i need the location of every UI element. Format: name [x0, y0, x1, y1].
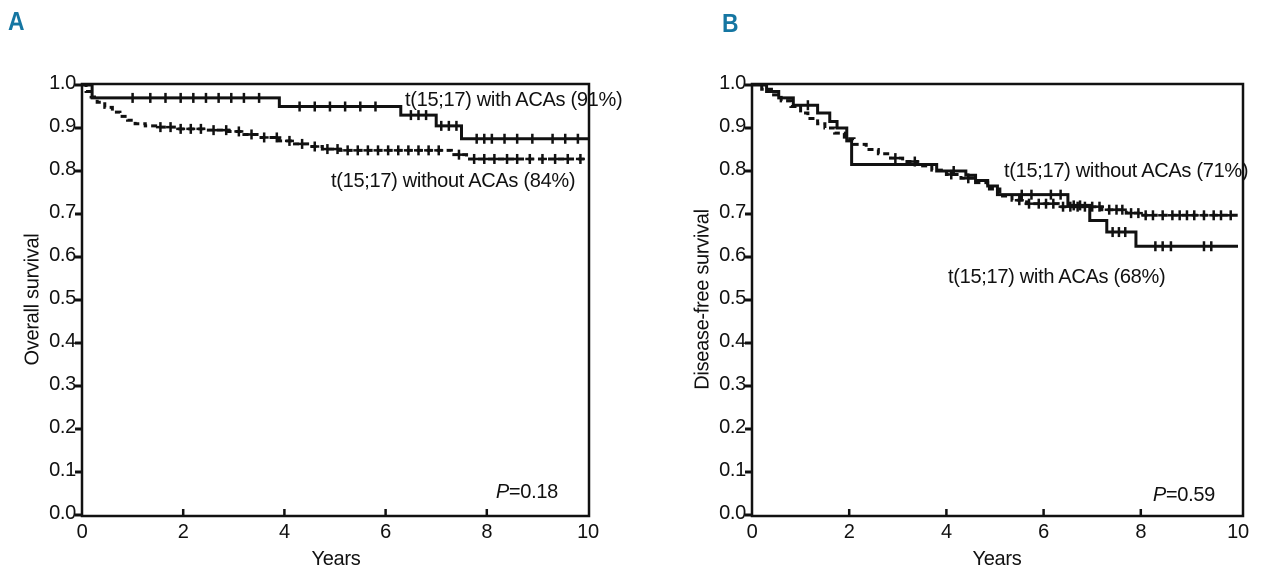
y-tick-label: 0.3: [719, 373, 746, 395]
panel-letter-b: B: [722, 8, 739, 38]
y-tick-label: 0.7: [719, 201, 746, 223]
panel-a: [75, 82, 591, 518]
x-tick-label: 0: [76, 521, 88, 543]
curve-label-a-without-acas: t(15;17) without ACAs (84%): [331, 170, 576, 192]
p-rest-b: =0.59: [1165, 484, 1215, 506]
y-tick-label: 0.8: [49, 158, 76, 180]
y-tick-label: 1.0: [49, 72, 76, 94]
x-tick-label: 0: [746, 521, 758, 543]
y-tick-label: 0.1: [49, 459, 76, 481]
y-tick-label: 0.4: [49, 330, 76, 352]
y-tick-label: 0.2: [49, 416, 76, 438]
y-tick-label: 0.4: [719, 330, 746, 352]
p-rest-a: =0.18: [508, 481, 558, 503]
panel-b: [745, 82, 1245, 518]
x-tick-label: 10: [1227, 521, 1249, 543]
y-tick-label: 0.2: [719, 416, 746, 438]
p-value-a: P=0.18: [418, 482, 558, 503]
curve-label-a-with-acas: t(15;17) with ACAs (91%): [405, 89, 623, 111]
y-tick-label: 0.7: [49, 201, 76, 223]
x-axis-title-years-a: Years: [311, 548, 361, 570]
y-tick-label: 0.1: [719, 459, 746, 481]
y-tick-label: 0.0: [49, 502, 76, 524]
x-tick-label: 2: [843, 521, 855, 543]
panel-letter-a: A: [8, 6, 25, 36]
p-italic-a: P: [495, 481, 509, 503]
p-italic-b: P: [1152, 484, 1166, 506]
p-value-b: P=0.59: [1075, 485, 1215, 506]
y-tick-label: 0.6: [719, 244, 746, 266]
x-tick-label: 6: [380, 521, 391, 543]
km-curve-dashed: [752, 83, 1238, 217]
x-tick-label: 2: [177, 521, 189, 543]
plot-frame: [750, 82, 1245, 518]
y-tick-label: 0.5: [719, 287, 746, 309]
x-tick-label: 4: [278, 521, 290, 543]
y-tick-label: 0.8: [719, 158, 746, 180]
x-tick-label: 6: [1038, 521, 1049, 543]
curve-label-b-with-acas: t(15;17) with ACAs (68%): [948, 266, 1166, 288]
y-tick-label: 0.0: [719, 502, 746, 524]
x-tick-label: 4: [940, 521, 952, 543]
x-axis-title-years-b: Years: [972, 548, 1022, 570]
y-tick-label: 0.3: [49, 373, 76, 395]
y-tick-label: 0.5: [49, 287, 76, 309]
x-tick-label: 8: [1135, 521, 1147, 543]
x-tick-label: 10: [577, 521, 599, 543]
curve-label-b-without-acas: t(15;17) without ACAs (71%): [1004, 160, 1249, 182]
y-tick-label: 0.9: [49, 115, 76, 137]
y-tick-label: 1.0: [719, 72, 746, 94]
y-tick-label: 0.9: [719, 115, 746, 137]
y-tick-label: 0.6: [49, 244, 76, 266]
x-tick-label: 8: [481, 521, 493, 543]
